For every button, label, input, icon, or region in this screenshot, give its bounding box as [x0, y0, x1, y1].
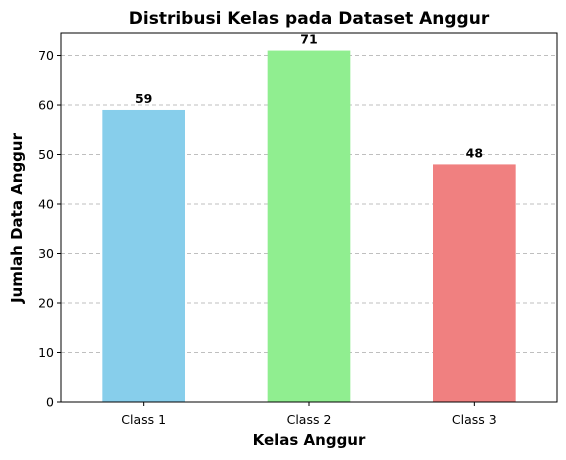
bar-3	[433, 164, 516, 402]
y-tick-label-2: 20	[38, 296, 54, 311]
y-tick-label-5: 50	[38, 147, 54, 162]
y-tick-label-0: 0	[46, 395, 54, 410]
x-axis: Class 1 Class 2 Class 3	[121, 402, 496, 427]
y-tick-label-3: 30	[38, 246, 54, 261]
data-label-2: 71	[300, 32, 317, 47]
y-tick-label-7: 70	[38, 48, 54, 63]
bar-2	[268, 51, 351, 402]
y-tick-label-1: 10	[38, 345, 54, 360]
data-label-3: 48	[466, 145, 483, 160]
x-tick-label-3: Class 3	[452, 412, 497, 427]
bar-1	[102, 110, 185, 402]
chart-title: Distribusi Kelas pada Dataset Anggur	[129, 9, 490, 29]
y-axis-label: Jumlah Data Anggur	[8, 132, 26, 304]
data-label-1: 59	[135, 91, 152, 106]
x-tick-label-1: Class 1	[121, 412, 166, 427]
x-axis-label: Kelas Anggur	[253, 431, 366, 449]
y-tick-label-6: 60	[38, 98, 54, 113]
x-tick-label-2: Class 2	[287, 412, 332, 427]
bars	[102, 51, 515, 402]
y-tick-label-4: 40	[38, 197, 54, 212]
y-axis: 0 10 20 30 40 50 60 70	[38, 48, 61, 409]
